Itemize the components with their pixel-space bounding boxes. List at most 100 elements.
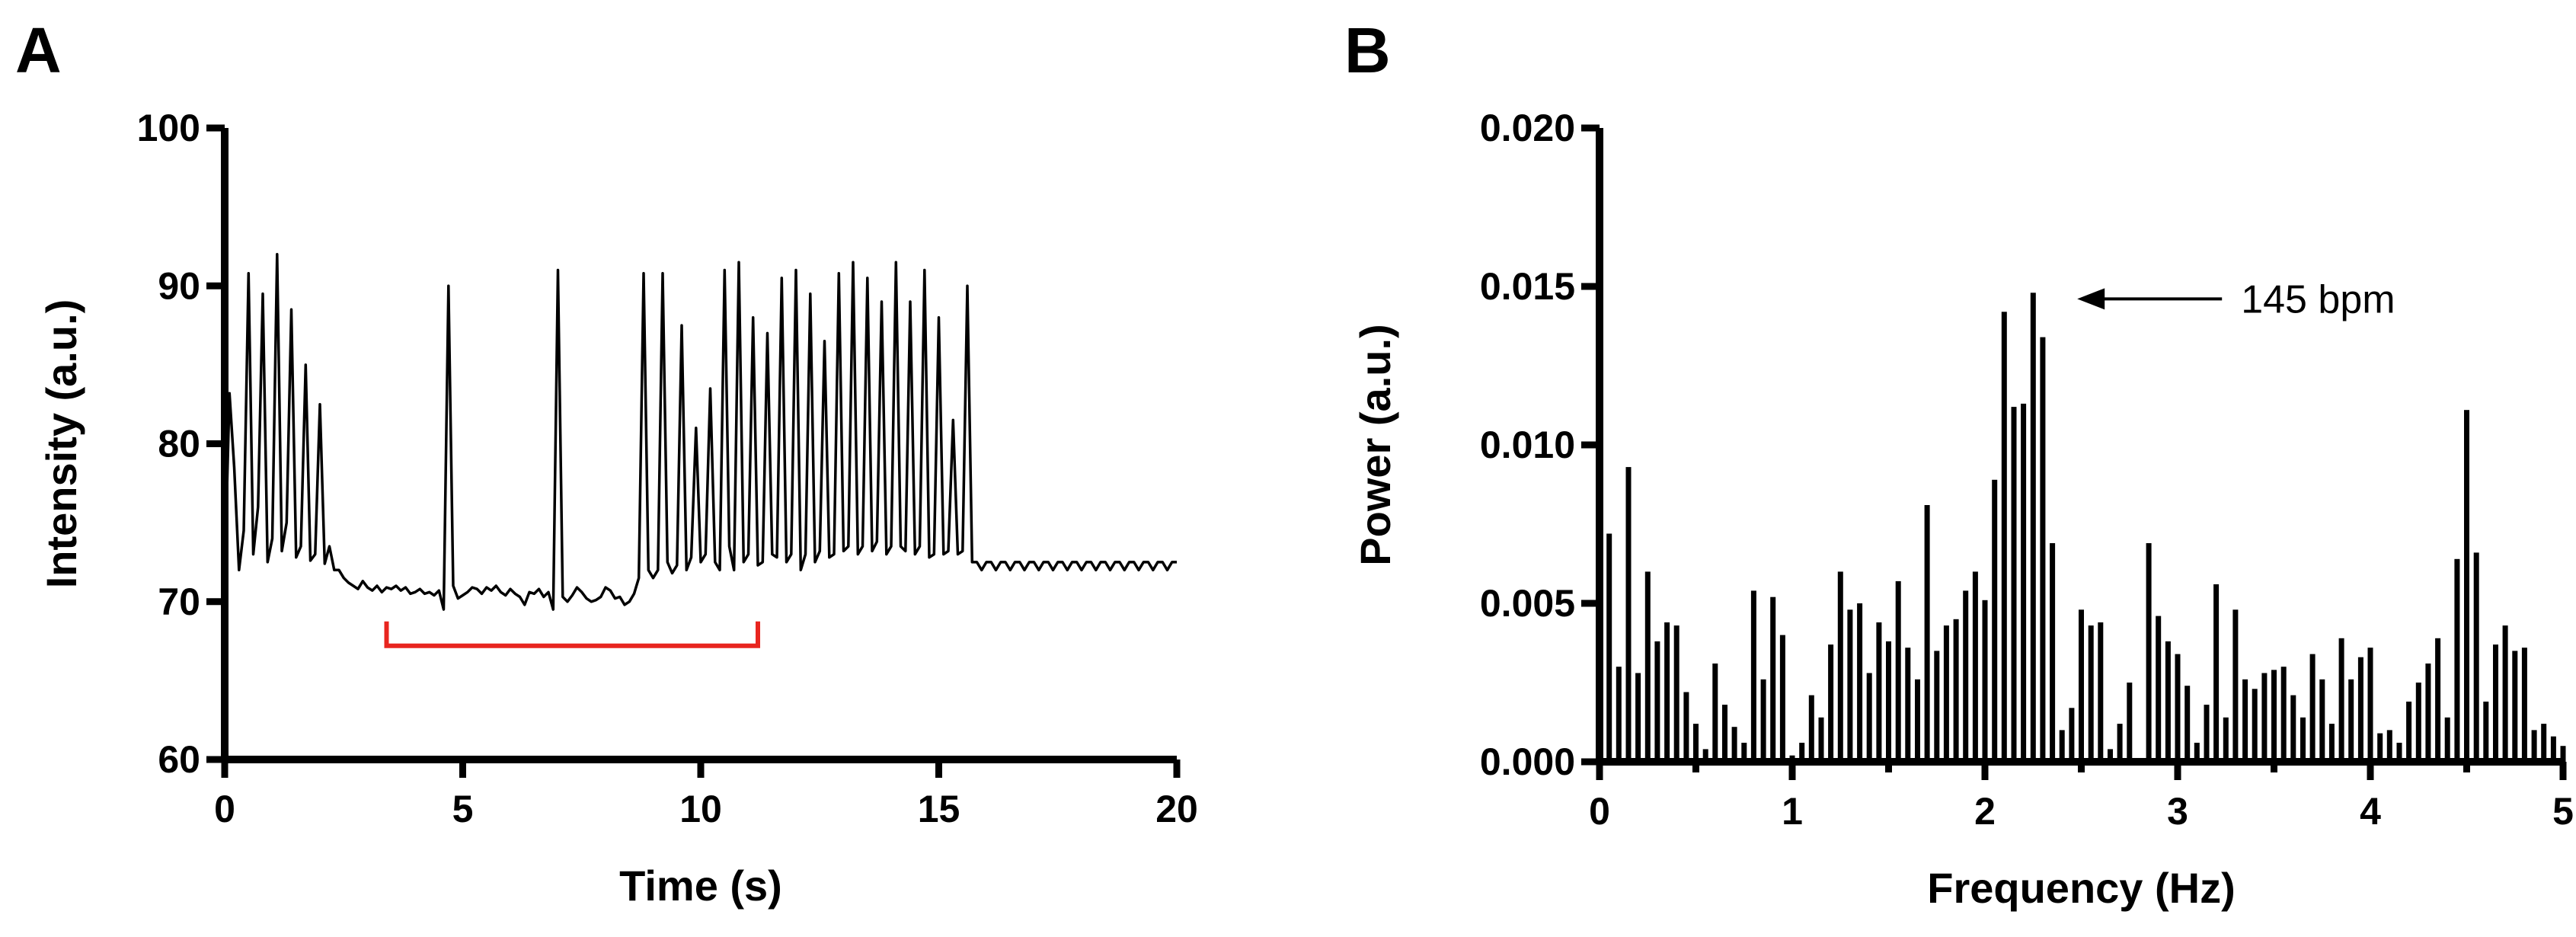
b-bar bbox=[2502, 625, 2508, 762]
b-bar bbox=[2290, 695, 2296, 762]
b-bar bbox=[1799, 743, 1805, 762]
b-bar bbox=[2261, 673, 2268, 762]
b-bar bbox=[2406, 702, 2412, 762]
b-bar bbox=[1789, 755, 1795, 762]
b-bar bbox=[1972, 571, 1978, 762]
b-bar bbox=[2194, 743, 2200, 762]
a-red-bracket bbox=[384, 621, 760, 648]
b-bar bbox=[1895, 580, 1901, 762]
b-bar bbox=[1693, 724, 1699, 762]
b-annotation-arrow-head bbox=[2077, 288, 2105, 310]
panel-letter-a: A bbox=[15, 14, 62, 86]
b-bar bbox=[2146, 543, 2152, 762]
b-bar bbox=[2117, 724, 2123, 762]
b-bar bbox=[2464, 410, 2469, 762]
b-bar bbox=[2483, 702, 2489, 762]
b-bar bbox=[1635, 673, 1641, 762]
panel-b: B 0.000 0.005 0.010 0.015 0.020 0 1 2 3 4 5 Frequen… bbox=[1344, 14, 2574, 912]
b-bar bbox=[2377, 733, 2383, 762]
a-y-tick-label: 60 bbox=[158, 738, 200, 781]
b-bar bbox=[1731, 727, 1737, 762]
b-bar bbox=[2454, 558, 2460, 762]
b-bar bbox=[1992, 479, 1998, 762]
b-bar bbox=[1654, 641, 1660, 762]
b-y-tick-label: 0.020 bbox=[1480, 107, 1575, 149]
b-bar bbox=[1818, 717, 1824, 762]
panel-a: A 60 70 80 90 100 0 5 10 15 20 Time (s) Intensity (… bbox=[15, 14, 1198, 910]
a-y-axis-title: Intensity (a.u.) bbox=[37, 299, 85, 589]
b-x-tick-label: 1 bbox=[1782, 790, 1803, 833]
b-bar bbox=[1741, 743, 1747, 762]
b-bar bbox=[2319, 679, 2325, 762]
b-bar bbox=[1963, 590, 1969, 762]
b-bar bbox=[2030, 293, 2036, 762]
b-bar bbox=[2088, 625, 2094, 762]
a-series-line bbox=[223, 253, 1177, 611]
b-bar bbox=[1828, 644, 1834, 762]
b-bar bbox=[1837, 571, 1843, 762]
b-bar bbox=[2300, 717, 2306, 762]
b-bar bbox=[2213, 584, 2220, 762]
b-bar bbox=[1760, 679, 1766, 762]
b-bar bbox=[1606, 533, 1612, 762]
b-bar bbox=[1722, 705, 1727, 762]
b-bar bbox=[2415, 683, 2421, 762]
b-x-tick-label: 0 bbox=[1589, 790, 1610, 833]
b-bar bbox=[1779, 635, 1785, 762]
b-bar bbox=[2512, 651, 2518, 762]
a-y-tick-label: 70 bbox=[158, 580, 200, 623]
b-bar bbox=[2021, 403, 2027, 762]
b-bar bbox=[2386, 730, 2392, 762]
a-x-axis-title: Time (s) bbox=[619, 862, 782, 910]
b-bar bbox=[2560, 746, 2566, 762]
b-bar bbox=[2309, 654, 2316, 762]
b-bar bbox=[2127, 683, 2133, 762]
b-bar bbox=[2204, 705, 2210, 762]
b-bar bbox=[2001, 312, 2007, 762]
a-x-tick-label: 15 bbox=[918, 788, 960, 830]
b-y-tick-label: 0.005 bbox=[1480, 582, 1575, 625]
b-bar bbox=[1847, 609, 1853, 762]
a-y-tick-label: 80 bbox=[158, 423, 200, 465]
b-bar bbox=[2175, 654, 2181, 762]
b-bar bbox=[2425, 664, 2431, 762]
b-bar bbox=[1644, 571, 1651, 762]
b-bar bbox=[1857, 603, 1863, 762]
b-bar bbox=[2521, 648, 2527, 762]
b-bar bbox=[1683, 692, 1689, 762]
b-bar bbox=[2271, 670, 2277, 762]
b-annotation-label: 145 bpm bbox=[2241, 277, 2395, 321]
b-bar bbox=[1616, 667, 1622, 762]
b-x-axis-title: Frequency (Hz) bbox=[1927, 864, 2236, 912]
b-y-tick-label: 0.010 bbox=[1480, 424, 1575, 466]
b-bar bbox=[2050, 543, 2056, 762]
a-y-tick-label: 90 bbox=[158, 264, 200, 307]
b-bar bbox=[1750, 590, 1756, 762]
a-x-tick-label: 20 bbox=[1155, 788, 1198, 830]
b-bar bbox=[2011, 407, 2017, 762]
b-bar bbox=[1953, 619, 1959, 762]
b-bar bbox=[1886, 641, 1891, 762]
b-bar bbox=[1673, 625, 1680, 762]
b-bar bbox=[2367, 648, 2373, 762]
b-bar bbox=[2108, 749, 2113, 762]
b-x-tick-label: 5 bbox=[2552, 790, 2574, 833]
b-bar bbox=[2136, 758, 2142, 762]
b-bar bbox=[2444, 717, 2450, 762]
b-bar bbox=[2280, 667, 2287, 762]
b-bar bbox=[1625, 467, 1632, 762]
a-y-tick-label: 100 bbox=[137, 107, 200, 149]
b-x-tick-label: 3 bbox=[2167, 790, 2188, 833]
b-bar bbox=[2098, 622, 2104, 762]
b-bar bbox=[1982, 600, 1988, 762]
b-x-tick-label: 2 bbox=[1974, 790, 1996, 833]
b-bar bbox=[1808, 695, 1814, 762]
b-bar bbox=[2357, 657, 2363, 762]
b-bar bbox=[1915, 679, 1920, 762]
b-x-tick-label: 4 bbox=[2360, 790, 2381, 833]
b-bar bbox=[2338, 638, 2344, 762]
b-bar bbox=[2242, 679, 2248, 762]
b-bar bbox=[1702, 749, 1708, 762]
b-bar bbox=[2396, 743, 2402, 762]
